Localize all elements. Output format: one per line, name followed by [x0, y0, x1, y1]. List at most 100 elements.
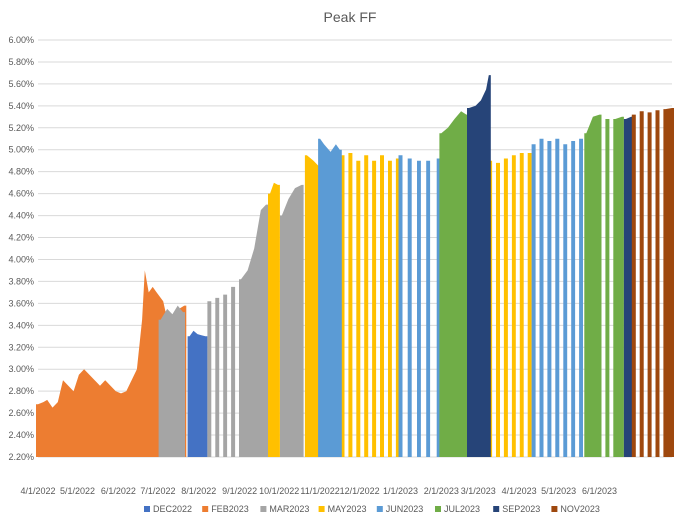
area-nov2023: [663, 108, 674, 457]
area-jun2023: [539, 138, 544, 458]
area-jun2023: [579, 138, 583, 458]
area-jun2023: [426, 160, 431, 457]
area-jun2023: [547, 141, 552, 457]
area-mar2023: [239, 204, 268, 457]
area-jun2023: [555, 138, 560, 458]
area-may2023: [356, 160, 361, 457]
area-jul2023: [584, 114, 602, 457]
legend-label: MAY2023: [328, 504, 367, 514]
legend-label: MAR2023: [269, 504, 309, 514]
x-axis: 4/1/2022 5/1/2022 6/1/2022 7/1/2022 8/1/2022…: [20, 486, 617, 496]
legend-swatch: [376, 506, 383, 512]
x-tick-label: 3/1/2023: [461, 486, 496, 496]
area-jun2023: [563, 144, 568, 458]
area-mar2023: [158, 305, 185, 457]
area-nov2023: [631, 114, 636, 457]
y-tick-label: 3.40%: [8, 320, 34, 330]
y-tick-label: 5.60%: [8, 79, 34, 89]
y-tick-label: 3.60%: [8, 298, 34, 308]
series-areas: [36, 75, 674, 458]
area-may2023: [380, 155, 384, 457]
legend-swatch: [493, 506, 500, 512]
x-tick-label: 10/1/2022: [259, 486, 299, 496]
area-jun2023: [531, 144, 536, 458]
x-tick-label: 2/1/2023: [424, 486, 459, 496]
legend-swatch: [202, 506, 209, 512]
y-tick-label: 5.00%: [8, 145, 34, 155]
area-mar2023: [223, 294, 228, 457]
area-may2023: [304, 155, 321, 457]
x-tick-label: 1/1/2023: [383, 486, 418, 496]
x-tick-label: 9/1/2022: [222, 486, 257, 496]
y-tick-label: 4.60%: [8, 189, 34, 199]
area-may2023: [388, 160, 392, 457]
area-nov2023: [647, 112, 652, 458]
y-tick-label: 4.20%: [8, 233, 34, 243]
x-tick-label: 5/1/2023: [541, 486, 576, 496]
area-mar2023: [207, 301, 212, 457]
legend-swatch: [551, 506, 558, 512]
y-tick-label: 4.80%: [8, 167, 34, 177]
y-axis: 2.20% 2.40% 2.60% 2.80% 3.00% 3.20% 3.40% 3.60%…: [8, 35, 34, 462]
y-tick-label: 3.20%: [8, 342, 34, 352]
x-tick-label: 7/1/2022: [140, 486, 175, 496]
area-may2023: [519, 153, 524, 457]
legend: DEC2022 FEB2023 MAR2023 MAY2023 JUN2023 JUL20…: [144, 504, 600, 514]
y-tick-label: 5.40%: [8, 101, 34, 111]
y-tick-label: 2.20%: [8, 452, 34, 462]
x-tick-label: 11/1/2022: [300, 486, 339, 496]
area-may2023: [511, 155, 516, 457]
y-tick-label: 6.00%: [8, 35, 34, 45]
area-mar2023: [215, 297, 220, 457]
area-sep2023: [623, 116, 634, 458]
area-jun2023: [318, 138, 342, 458]
y-tick-label: 4.40%: [8, 211, 34, 221]
y-tick-label: 3.80%: [8, 276, 34, 286]
area-jun2023: [407, 158, 412, 457]
area-nov2023: [639, 111, 644, 458]
area-jul2023: [605, 119, 610, 457]
legend-label: FEB2023: [211, 504, 249, 514]
legend-swatch: [144, 506, 150, 512]
x-tick-label: 5/1/2022: [60, 486, 95, 496]
y-tick-label: 2.40%: [8, 430, 34, 440]
legend-label: DEC2022: [153, 504, 192, 514]
area-jun2023: [398, 155, 403, 457]
legend-label: JUL2023: [444, 504, 480, 514]
area-sep2023: [467, 75, 491, 457]
area-may2023: [503, 158, 508, 457]
x-tick-label: 12/1/2022: [340, 486, 380, 496]
area-may2023: [372, 160, 377, 457]
x-tick-label: 4/1/2022: [20, 486, 55, 496]
area-jul2023: [613, 116, 624, 458]
x-tick-label: 6/1/2022: [101, 486, 136, 496]
legend-label: JUN2023: [386, 504, 424, 514]
area-jun2023: [417, 160, 421, 457]
y-tick-label: 2.80%: [8, 386, 34, 396]
y-tick-label: 5.80%: [8, 57, 34, 67]
area-dec2022: [187, 330, 208, 457]
y-tick-label: 3.00%: [8, 364, 34, 374]
area-may2023: [527, 153, 532, 457]
legend-swatch: [435, 506, 441, 512]
area-may2023: [496, 162, 500, 457]
area-jun2023: [571, 141, 576, 457]
area-may2023: [268, 182, 280, 457]
area-jul2023: [439, 111, 469, 458]
area-feb2023: [36, 270, 187, 457]
y-tick-label: 5.20%: [8, 123, 34, 133]
area-may2023: [364, 155, 369, 457]
legend-swatch: [260, 506, 267, 512]
area-mar2023: [279, 184, 304, 457]
x-tick-label: 6/1/2023: [582, 486, 617, 496]
area-may2023: [348, 153, 353, 457]
area-nov2023: [655, 110, 660, 457]
y-tick-label: 4.00%: [8, 254, 34, 264]
chart-title: Peak FF: [324, 9, 377, 25]
x-tick-label: 8/1/2022: [181, 486, 216, 496]
x-tick-label: 4/1/2023: [502, 486, 537, 496]
legend-label: SEP2023: [502, 504, 540, 514]
legend-swatch: [318, 506, 325, 512]
